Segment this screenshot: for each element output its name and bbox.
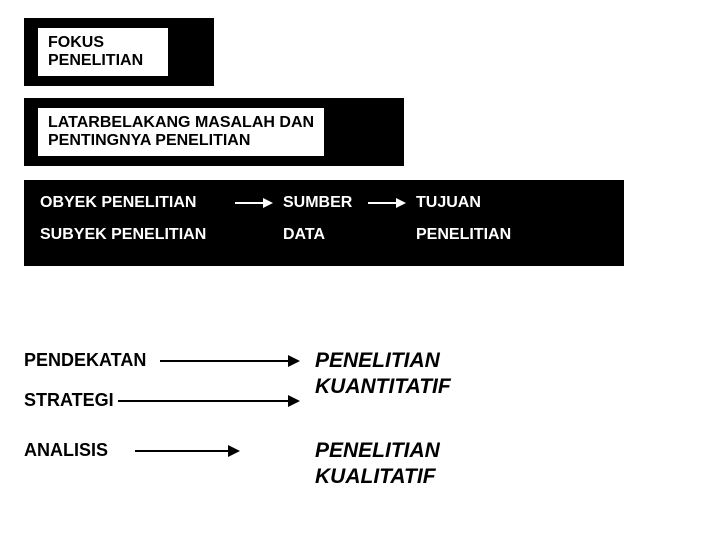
row1-col3: TUJUAN [416, 194, 481, 212]
row2-col3: PENELITIAN [416, 226, 511, 244]
row1-col1: OBYEK PENELITIAN [40, 194, 235, 212]
kualitatif-line1: PENELITIAN [315, 438, 440, 464]
box2-line1: LATARBELAKANG MASALAH DAN [48, 114, 314, 132]
box1-line2: PENELITIAN [48, 52, 158, 70]
kuantitatif-line2: KUANTITATIF [315, 374, 451, 400]
arrow-icon [368, 197, 406, 209]
label-strategi: STRATEGI [24, 390, 114, 411]
row2-col1: SUBYEK PENELITIAN [40, 226, 235, 244]
box1-line1: FOKUS [48, 34, 158, 52]
label-analisis: ANALISIS [24, 440, 108, 461]
box-fokus: FOKUS PENELITIAN [24, 18, 214, 86]
row1-col2: SUMBER [283, 194, 368, 212]
kuantitatif-line1: PENELITIAN [315, 348, 451, 374]
box-latar-inner: LATARBELAKANG MASALAH DAN PENTINGNYA PEN… [38, 108, 324, 156]
arrow-icon [135, 444, 240, 458]
box-obyek: OBYEK PENELITIAN SUMBER TUJUAN SUBYEK PE… [24, 180, 624, 266]
box-fokus-inner: FOKUS PENELITIAN [38, 28, 168, 76]
arrow-icon [160, 354, 300, 368]
label-kuantitatif: PENELITIAN KUANTITATIF [315, 348, 451, 401]
box-latar: LATARBELAKANG MASALAH DAN PENTINGNYA PEN… [24, 98, 404, 166]
label-pendekatan: PENDEKATAN [24, 350, 146, 371]
label-kualitatif: PENELITIAN KUALITATIF [315, 438, 440, 491]
kualitatif-line2: KUALITATIF [315, 464, 440, 490]
arrow-icon [118, 394, 300, 408]
box2-line2: PENTINGNYA PENELITIAN [48, 132, 314, 150]
arrow-icon [235, 197, 273, 209]
row2-col2: DATA [283, 226, 368, 244]
